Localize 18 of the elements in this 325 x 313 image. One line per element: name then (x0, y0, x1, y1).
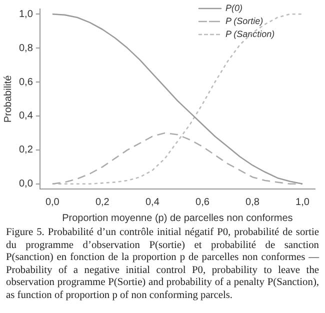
legend-label: P(0) (225, 3, 242, 13)
y-tick-label: 0,8 (18, 42, 34, 54)
y-tick-label: 1,0 (18, 8, 34, 20)
y-tick-label: 0,0 (18, 178, 34, 190)
x-tick-label: 0,8 (246, 196, 260, 208)
caption: Figure 5. Probabilité d’un contrôle initial négatif P0, probabilité de sortie du programme d’observation P(sortie) et probabilité de sanction P(sanction) en fonction de la proportion p de parcelles non conformes — Probability of a negative initial control P0, probability to leave the observation programme P(Sortie) and probability of a penalty P(Sanction), as function of proportion p of non conforming parcels. (6, 227, 319, 303)
y-axis-title: Probabilité (2, 74, 14, 123)
y-tick-label: 0,6 (18, 76, 34, 88)
x-tick-label: 1,0 (296, 196, 310, 208)
x-axis-title: Proportion moyenne (p) de parcelles non conformes (62, 212, 293, 224)
x-tick-label: 0,2 (95, 196, 110, 208)
y-tick-label: 0,2 (18, 144, 34, 156)
x-tick-label: 0,6 (196, 196, 210, 208)
y-tick-label: 0,4 (18, 110, 34, 122)
x-tick-label: 0,4 (145, 196, 160, 208)
legend-label: P (Sortie) (225, 16, 264, 26)
x-tick-label: 0,0 (45, 196, 60, 208)
legend-label: P (Sanction) (225, 29, 275, 39)
